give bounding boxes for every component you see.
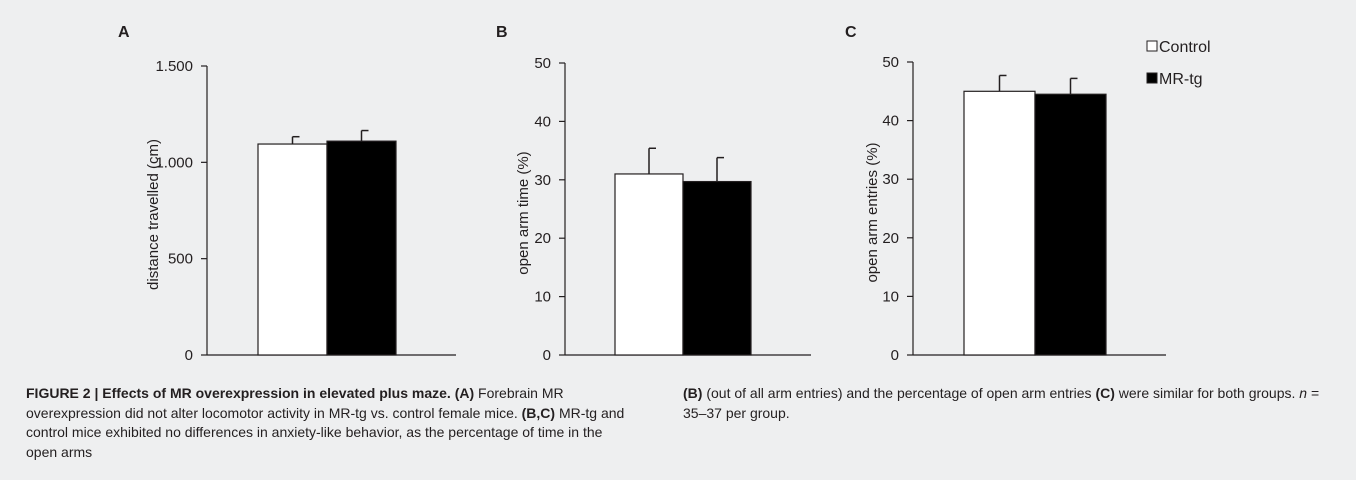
panel-label: B (496, 24, 508, 41)
y-tick-label: 500 (168, 251, 193, 268)
panel-label: A (118, 24, 130, 41)
caption-text-a: Forebrain MR overexpression did not alte… (26, 385, 564, 421)
caption-ref-a: (A) (454, 385, 475, 401)
legend-swatch-control (1146, 40, 1158, 52)
legend-label-control: Control (1159, 39, 1211, 56)
chart-panel-a: A 0 500 1.000 1.500 distance travelled (cm) (118, 24, 456, 364)
bar-mrtg (1034, 93, 1107, 356)
y-tick-label: 50 (882, 54, 899, 71)
y-tick-label: 0 (543, 347, 551, 364)
chart-panel-b: B 0 10 20 30 40 50 open arm time (%) (496, 24, 811, 364)
y-axis-title: open arm entries (%) (864, 142, 881, 282)
y-tick-label: 20 (882, 230, 899, 247)
y-tick-label: 1.500 (155, 58, 193, 75)
figure-caption-left: FIGURE 2 | Effects of MR overexpression … (26, 384, 636, 462)
caption-text-c: were similar for both groups. (1118, 385, 1296, 401)
y-tick-label: 10 (882, 288, 899, 305)
bar-mrtg (326, 140, 397, 356)
caption-text-b: (out of all arm entries) and the percent… (706, 385, 1092, 401)
legend-label-mrtg: MR-tg (1159, 71, 1203, 88)
caption-ref-bc: (B,C) (521, 404, 556, 421)
y-tick-label: 10 (534, 289, 551, 306)
bar-control (257, 143, 328, 356)
y-tick-label: 30 (534, 172, 551, 189)
caption-text-bc: MR-tg and control mice exhibited no diff… (26, 404, 625, 460)
figure-caption-right: (B) (out of all arm entries) and the per… (683, 384, 1323, 423)
chart-panel-c: C 0 10 20 30 40 50 open arm entries (%) (845, 24, 1166, 364)
caption-ref-b: (B) (683, 385, 703, 401)
caption-n-symbol: n (1299, 385, 1308, 401)
y-axis-title: distance travelled (cm) (145, 139, 162, 290)
bar-control (963, 90, 1036, 356)
y-tick-label: 0 (185, 347, 193, 364)
y-tick-label: 30 (882, 171, 899, 188)
panel-label: C (845, 24, 857, 41)
bar-mrtg (682, 180, 752, 356)
y-tick-label: 40 (882, 113, 899, 130)
y-tick-label: 50 (534, 55, 551, 72)
caption-ref-c: (C) (1095, 385, 1115, 401)
y-tick-label: 40 (534, 113, 551, 130)
y-axis-title: open arm time (%) (515, 151, 532, 274)
caption-figure-label: FIGURE 2 | Effects of MR overexpression … (26, 385, 451, 401)
caption-n-text: = 35–37 per group. (683, 385, 1320, 421)
chart-legend: Control MR-tg (1146, 39, 1211, 88)
bar-control (614, 173, 684, 356)
legend-swatch-mrtg (1146, 72, 1158, 84)
y-tick-label: 0 (891, 347, 899, 364)
y-tick-label: 20 (534, 230, 551, 247)
y-tick-label: 1.000 (155, 154, 193, 171)
